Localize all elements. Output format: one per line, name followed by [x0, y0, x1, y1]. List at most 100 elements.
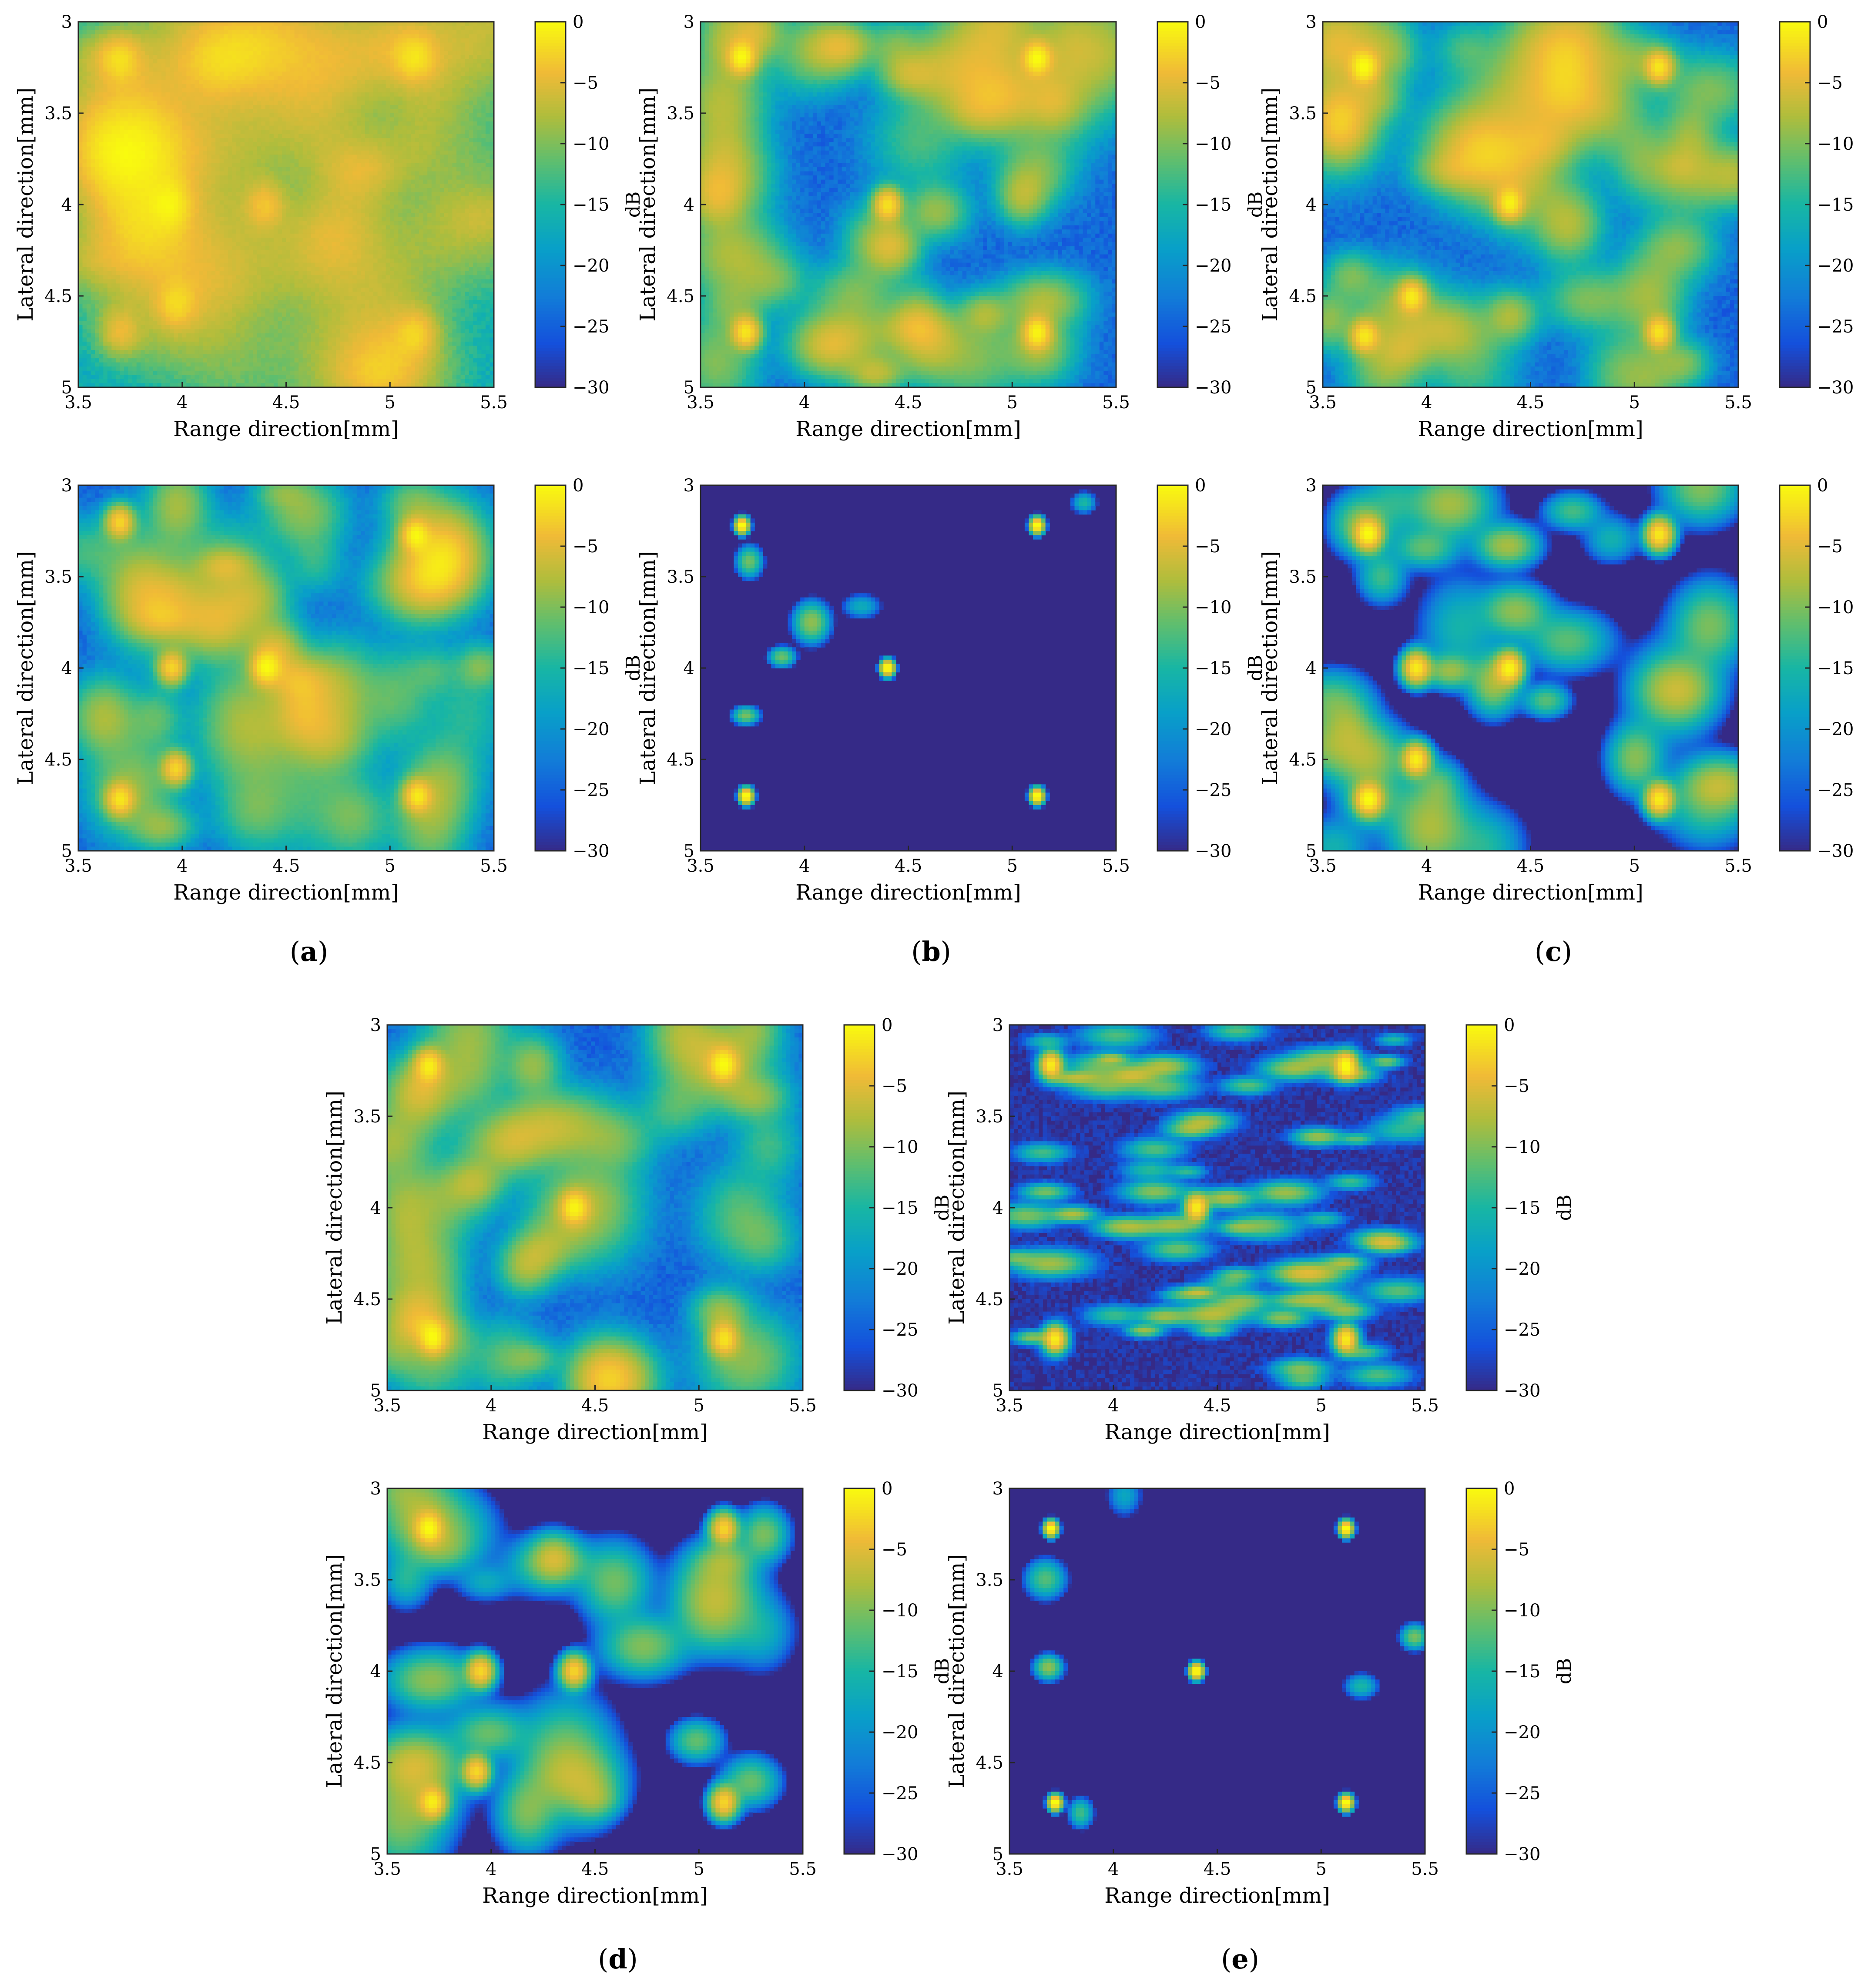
heatmap-cell [278, 180, 282, 184]
heatmap-cell [274, 200, 278, 205]
heatmap-cell [166, 221, 170, 225]
heatmap-cell [249, 146, 253, 151]
heatmap-cell [352, 113, 357, 118]
heatmap-cell [166, 51, 170, 55]
heatmap-cell [153, 225, 158, 230]
heatmap-cell [240, 205, 245, 209]
heatmap-cell [369, 121, 374, 126]
heatmap-cell [382, 142, 386, 147]
heatmap-cell [398, 196, 402, 201]
heatmap-cell [465, 118, 469, 122]
heatmap-cell [128, 105, 133, 109]
heatmap-cell [290, 217, 295, 222]
heatmap-cell [390, 43, 394, 47]
heatmap-cell [137, 30, 141, 34]
heatmap-cell [436, 118, 440, 122]
heatmap-cell [311, 163, 315, 168]
heatmap-cell [298, 76, 303, 80]
heatmap-cell [194, 109, 199, 113]
heatmap-cell [186, 213, 191, 217]
heatmap-cell [215, 113, 220, 118]
heatmap-cell [149, 225, 153, 230]
heatmap-cell [178, 72, 182, 76]
heatmap-cell [145, 113, 149, 118]
heatmap-cell [469, 200, 473, 205]
heatmap-cell [469, 159, 473, 163]
heatmap-cell [161, 80, 166, 84]
heatmap-cell [245, 192, 249, 196]
heatmap-cell [465, 163, 469, 168]
heatmap-cell [99, 196, 104, 201]
heatmap-cell [87, 63, 91, 67]
heatmap-cell [178, 221, 182, 225]
heatmap-cell [432, 38, 436, 43]
heatmap-cell [170, 67, 174, 72]
heatmap-cell [436, 142, 440, 147]
heatmap-cell [349, 109, 353, 113]
heatmap-cell [382, 134, 386, 138]
heatmap-cell [178, 146, 182, 151]
heatmap-cell [91, 109, 95, 113]
heatmap-cell [419, 154, 423, 159]
heatmap-cell [215, 80, 220, 84]
heatmap-cell [161, 118, 166, 122]
heatmap-cell [390, 146, 394, 151]
heatmap-cell [352, 171, 357, 176]
heatmap-cell [382, 51, 386, 55]
heatmap-cell [174, 126, 178, 130]
heatmap-cell [232, 59, 236, 64]
heatmap-cell [103, 221, 107, 225]
heatmap-cell [132, 63, 137, 67]
heatmap-cell [340, 22, 345, 26]
heatmap-cell [286, 76, 291, 80]
heatmap-cell [286, 138, 291, 142]
heatmap-cell [278, 118, 282, 122]
heatmap-cell [286, 151, 291, 155]
heatmap-cell [228, 154, 232, 159]
heatmap-cell [453, 121, 457, 126]
heatmap-cell [182, 225, 187, 230]
heatmap-cell [269, 167, 274, 171]
heatmap-cell [411, 175, 415, 180]
heatmap-cell [245, 130, 249, 134]
heatmap-cell [311, 59, 315, 64]
heatmap-cell [141, 146, 145, 151]
heatmap-cell [444, 142, 448, 147]
heatmap-cell [170, 209, 174, 213]
heatmap-cell [311, 67, 315, 72]
heatmap-cell [481, 34, 486, 39]
heatmap-cell [157, 59, 161, 64]
heatmap-cell [257, 55, 262, 59]
heatmap-cell [456, 38, 461, 43]
heatmap-cell [107, 225, 112, 230]
heatmap-cell [440, 184, 444, 188]
heatmap-cell [257, 167, 262, 171]
heatmap-cell [323, 154, 328, 159]
heatmap-cell [124, 67, 128, 72]
heatmap-cell [83, 196, 87, 201]
heatmap-cell [315, 184, 319, 188]
heatmap-cell [465, 113, 469, 118]
heatmap-cell [427, 67, 432, 72]
heatmap-cell [323, 213, 328, 217]
heatmap-cell [402, 151, 407, 155]
heatmap-cell [323, 163, 328, 168]
heatmap-cell [240, 151, 245, 155]
heatmap-cell [116, 154, 120, 159]
heatmap-cell [290, 151, 295, 155]
heatmap-cell [257, 138, 262, 142]
heatmap-cell [116, 221, 120, 225]
heatmap-cell [290, 47, 295, 51]
heatmap-cell [394, 159, 399, 163]
heatmap-cell [311, 97, 315, 101]
heatmap-cell [402, 175, 407, 180]
heatmap-cell [390, 188, 394, 192]
heatmap-cell [286, 101, 291, 105]
heatmap-cell [269, 175, 274, 180]
heatmap-cell [78, 67, 83, 72]
heatmap-cell [224, 121, 228, 126]
heatmap-cell [436, 105, 440, 109]
heatmap-cell [261, 184, 265, 188]
heatmap-cell [295, 92, 299, 97]
heatmap-cell [116, 192, 120, 196]
